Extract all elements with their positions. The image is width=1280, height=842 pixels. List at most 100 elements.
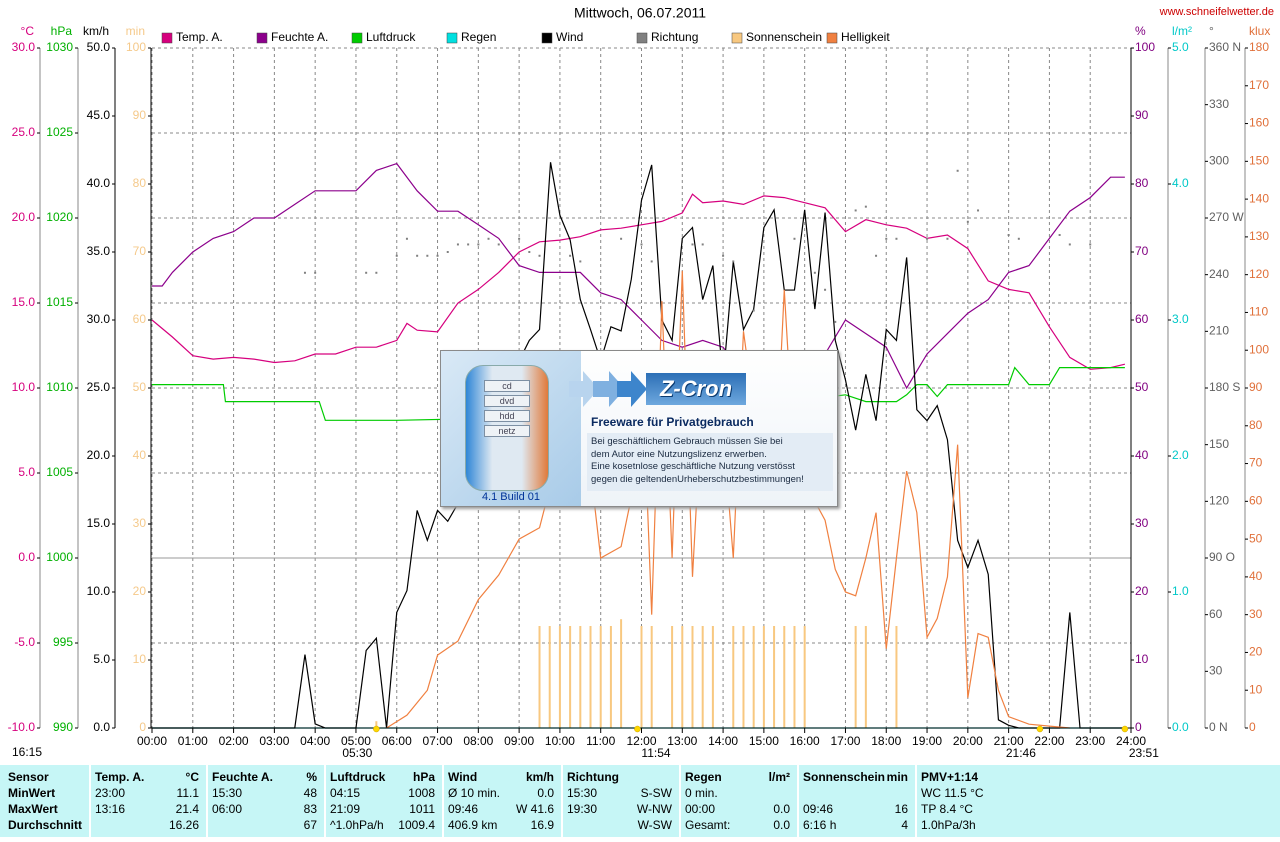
table-cell: 6:16 h xyxy=(803,818,836,832)
axis-unit: °C xyxy=(21,24,35,38)
direction-dot xyxy=(977,209,980,212)
y-tick-label: 25.0 xyxy=(12,125,36,139)
y-tick-label: 1000 xyxy=(46,550,73,564)
table-cell: 0 min. xyxy=(685,786,718,800)
legend-label: Helligkeit xyxy=(841,30,890,44)
direction-dot xyxy=(701,243,704,246)
row-label: MinWert xyxy=(8,786,55,800)
y-tick-label: 170 xyxy=(1249,78,1269,92)
y-tick-label: 60 xyxy=(1209,607,1223,621)
y-tick-label: 100 xyxy=(1135,40,1155,54)
y-tick-label: 10.0 xyxy=(12,380,36,394)
direction-dot xyxy=(395,254,398,257)
y-tick-label: 995 xyxy=(53,635,73,649)
direction-dot xyxy=(303,271,306,274)
direction-dot xyxy=(885,237,888,240)
y-tick-label: 360 N xyxy=(1209,40,1241,54)
table-header: Temp. A. xyxy=(95,770,144,784)
y-tick-label: 70 xyxy=(1135,244,1149,258)
table-header: Feuchte A. xyxy=(212,770,273,784)
table-cell: 0.0 xyxy=(773,818,790,832)
annotation: 23:51 xyxy=(1129,746,1159,760)
direction-dot xyxy=(956,169,959,172)
direction-dot xyxy=(405,237,408,240)
table-header: Wind xyxy=(448,770,477,784)
table-cell: 67 xyxy=(304,818,318,832)
x-tick-label: 13:00 xyxy=(667,734,697,748)
sunshine-bar xyxy=(538,626,541,728)
legend-label: Regen xyxy=(461,30,496,44)
table-cell: 0.0 xyxy=(537,786,554,800)
arrow xyxy=(569,371,599,407)
axis-unit: hPa xyxy=(51,24,73,38)
direction-dot xyxy=(895,237,898,240)
x-tick-label: 08:00 xyxy=(463,734,493,748)
y-tick-label: 50.0 xyxy=(87,40,111,54)
x-tick-label: 04:00 xyxy=(300,734,330,748)
y-tick-label: 3.0 xyxy=(1172,312,1189,326)
media-label: cd xyxy=(484,380,530,392)
axis-unit: km/h xyxy=(83,24,109,38)
y-tick-label: 40 xyxy=(1135,448,1149,462)
sunshine-bar xyxy=(548,626,551,728)
direction-dot xyxy=(946,237,949,240)
direction-dot xyxy=(691,243,694,246)
y-tick-label: 150 xyxy=(1249,154,1269,168)
direction-dot xyxy=(375,271,378,274)
axis-unit: % xyxy=(1135,24,1146,38)
sunshine-bar xyxy=(762,626,765,728)
direction-dot xyxy=(467,243,470,246)
sunshine-bar xyxy=(640,626,643,728)
y-tick-label: 2.0 xyxy=(1172,448,1189,462)
direction-dot xyxy=(813,271,816,274)
sunshine-bar xyxy=(375,721,378,728)
legend-label: Luftdruck xyxy=(366,30,416,44)
table-unit: l/m² xyxy=(769,770,790,784)
x-tick-label: 00:00 xyxy=(137,734,167,748)
legend-swatch xyxy=(826,32,838,44)
direction-dot xyxy=(640,243,643,246)
y-tick-label: 90 xyxy=(1135,108,1149,122)
x-tick-label: 07:00 xyxy=(423,734,453,748)
table-cell: ^1.0hPa/h xyxy=(330,818,384,832)
direction-dot xyxy=(528,251,531,253)
table-cell: 23:00 xyxy=(95,786,125,800)
y-tick-label: 80 xyxy=(133,176,147,190)
direction-dot xyxy=(579,260,582,263)
direction-dot xyxy=(497,243,500,246)
sunshine-bar xyxy=(783,626,786,728)
y-tick-label: 120 xyxy=(1209,494,1229,508)
y-tick-label: 1025 xyxy=(46,125,73,139)
y-tick-label: 330 xyxy=(1209,97,1229,111)
sunshine-bar xyxy=(620,619,623,728)
table-cell: 16.26 xyxy=(169,818,199,832)
y-tick-label: 20 xyxy=(1135,584,1149,598)
direction-dot xyxy=(722,254,725,257)
y-tick-label: 80 xyxy=(1249,418,1263,432)
direction-dot xyxy=(926,237,929,240)
table-header: Richtung xyxy=(567,770,619,784)
x-tick-label: 21:00 xyxy=(994,734,1024,748)
y-tick-label: -10.0 xyxy=(8,720,36,734)
splash-dialog: cd dvd hdd netz 4.1 Build 01 Z-Cron Free… xyxy=(440,350,838,507)
axes-layer: 00:00 01:00 02:00 03:00 04:00 05:00 06:00 07:00… xyxy=(8,24,1271,760)
sun-marker xyxy=(634,725,641,733)
y-tick-label: 0 N xyxy=(1209,720,1228,734)
table-unit: min xyxy=(887,770,908,784)
splash-panel: cd dvd hdd netz 4.1 Build 01 xyxy=(441,351,581,506)
direction-dot xyxy=(538,254,541,257)
table-cell: W 41.6 xyxy=(516,802,554,816)
direction-dot xyxy=(456,243,459,246)
y-tick-label: 10 xyxy=(1249,682,1263,696)
sun-marker xyxy=(1121,725,1129,733)
y-tick-label: 1015 xyxy=(46,295,73,309)
direction-dot xyxy=(834,320,837,323)
table-unit: % xyxy=(306,770,317,784)
table-header: Regen xyxy=(685,770,722,784)
legend-swatch xyxy=(351,32,363,44)
series-line xyxy=(152,162,1125,403)
media-list: cd dvd hdd netz xyxy=(484,380,530,440)
table-cell: 21:09 xyxy=(330,802,360,816)
direction-dot xyxy=(365,271,368,274)
direction-dot xyxy=(875,254,878,257)
